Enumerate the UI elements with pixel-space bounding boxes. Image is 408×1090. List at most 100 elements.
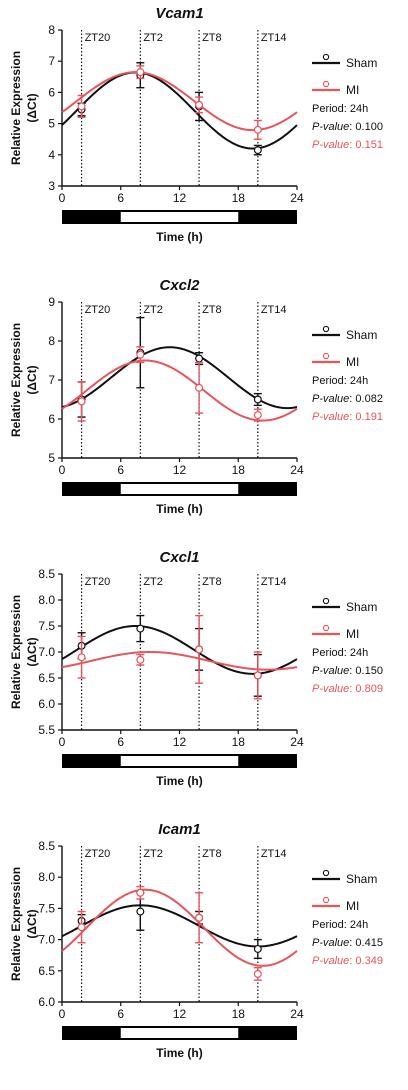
p-value-mi-value: : 0.809 [349, 683, 383, 695]
light-phase-bar [120, 1028, 239, 1038]
light-phase-bar [120, 484, 239, 494]
legend-label-mi: MI [346, 83, 359, 97]
period-text: Period: 24h [312, 103, 368, 115]
x-axis-label: Time (h) [156, 502, 202, 516]
p-value-mi: P-value: 0.349 [312, 955, 383, 967]
data-point-mi [77, 923, 86, 932]
y-axis-label: Relative Expression [9, 323, 23, 437]
y-tick-label: 6.0 [38, 697, 55, 711]
data-point-mi [136, 655, 145, 664]
y-tick-label: 7.0 [38, 933, 55, 947]
y-tick-label: 6 [48, 412, 55, 426]
zt-label: ZT8 [202, 576, 222, 588]
p-value-mi-label: P-value [312, 955, 349, 967]
panel-cxcl2: Cxcl2 Relative Expression (ΔCt) ZT20 ZT2 ZT8 Z… [9, 277, 383, 516]
data-point-sham [253, 944, 262, 953]
y-tick-label: 8.0 [38, 593, 55, 607]
zt-label: ZT2 [143, 848, 163, 860]
zt-label: ZT14 [261, 32, 287, 44]
x-tick-label: 12 [173, 735, 187, 749]
p-value-sham: P-value: 0.082 [312, 393, 383, 405]
y-tick-label: 7.5 [38, 901, 55, 915]
panel-title: Cxcl2 [159, 277, 200, 294]
legend-label-mi: MI [346, 899, 359, 913]
legend-label-sham: Sham [346, 56, 377, 70]
legend-marker-sham [322, 325, 330, 333]
p-value-mi-label: P-value [312, 411, 349, 423]
x-tick-label: 0 [59, 463, 66, 477]
x-tick-label: 0 [59, 735, 66, 749]
panel-title: Vcam1 [155, 5, 203, 22]
legend-label-mi: MI [346, 627, 359, 641]
data-point-sham [253, 146, 262, 155]
zt-label: ZT20 [85, 576, 111, 588]
period-text: Period: 24h [312, 919, 368, 931]
x-tick-label: 0 [59, 1007, 66, 1021]
x-tick-label: 24 [290, 191, 304, 205]
zt-label: ZT2 [143, 576, 163, 588]
p-value-sham-value: : 0.082 [349, 393, 383, 405]
p-value-sham-label: P-value [312, 665, 349, 677]
x-tick-label: 6 [117, 735, 124, 749]
x-axis-label: Time (h) [156, 774, 202, 788]
data-point-sham [195, 354, 204, 363]
fit-curve-sham [61, 71, 298, 150]
y-tick-label: 8.0 [38, 870, 55, 884]
zt-label: ZT2 [143, 304, 163, 316]
x-axis-label: Time (h) [156, 230, 202, 244]
p-value-sham: P-value: 0.415 [312, 937, 383, 949]
period-text: Period: 24h [312, 375, 368, 387]
zt-label: ZT8 [202, 848, 222, 860]
y-tick-label: 6.5 [38, 671, 55, 685]
zt-label: ZT2 [143, 32, 163, 44]
data-point-mi [77, 397, 86, 406]
data-point-mi [253, 671, 262, 680]
light-phase-bar [120, 212, 239, 222]
x-tick-label: 0 [59, 191, 66, 205]
y-tick-label: 5.5 [38, 723, 55, 737]
data-point-mi [136, 350, 145, 359]
y-axis-label-unit: (ΔCt) [25, 93, 39, 122]
p-value-sham-label: P-value [312, 393, 349, 405]
p-value-sham-value: : 0.100 [349, 121, 383, 133]
x-axis-label: Time (h) [156, 1046, 202, 1060]
p-value-mi: P-value: 0.151 [312, 139, 383, 151]
p-value-sham-value: : 0.150 [349, 665, 383, 677]
panel-title: Cxcl1 [159, 549, 199, 566]
fit-curve-mi [61, 71, 298, 132]
x-tick-label: 18 [232, 1007, 246, 1021]
p-value-mi-label: P-value [312, 683, 349, 695]
data-point-sham [136, 624, 145, 633]
zt-label: ZT20 [85, 32, 111, 44]
legend-marker-mi [322, 352, 330, 360]
panel-icam1: Icam1 Relative Expression (ΔCt) ZT20 ZT2 ZT8 Z… [9, 821, 383, 1060]
p-value-sham-label: P-value [312, 937, 349, 949]
y-tick-label: 7.5 [38, 619, 55, 633]
p-value-sham: P-value: 0.150 [312, 665, 383, 677]
y-tick-label: 5 [48, 451, 55, 465]
y-tick-label: 8 [48, 334, 55, 348]
y-tick-label: 5 [48, 117, 55, 131]
p-value-mi-label: P-value [312, 139, 349, 151]
legend-marker-mi [322, 80, 330, 88]
x-tick-label: 18 [232, 463, 246, 477]
zt-label: ZT14 [261, 304, 287, 316]
y-tick-label: 6.0 [38, 995, 55, 1009]
panel-cxcl1: Cxcl1 Relative Expression (ΔCt) ZT20 ZT2 ZT8 Z… [9, 549, 383, 788]
y-tick-label: 7 [48, 373, 55, 387]
data-point-mi [195, 645, 204, 654]
p-value-mi-value: : 0.349 [349, 955, 383, 967]
p-value-mi: P-value: 0.809 [312, 683, 383, 695]
light-phase-bar [120, 756, 239, 766]
p-value-mi-value: : 0.151 [349, 139, 383, 151]
legend-marker-mi [322, 896, 330, 904]
data-point-mi [136, 888, 145, 897]
data-point-mi [136, 68, 145, 77]
y-tick-label: 7 [48, 54, 55, 68]
p-value-mi: P-value: 0.191 [312, 411, 383, 423]
zt-label: ZT8 [202, 304, 222, 316]
x-tick-label: 24 [290, 1007, 304, 1021]
y-axis-label: Relative Expression [9, 595, 23, 709]
fit-curve-mi [61, 888, 298, 967]
